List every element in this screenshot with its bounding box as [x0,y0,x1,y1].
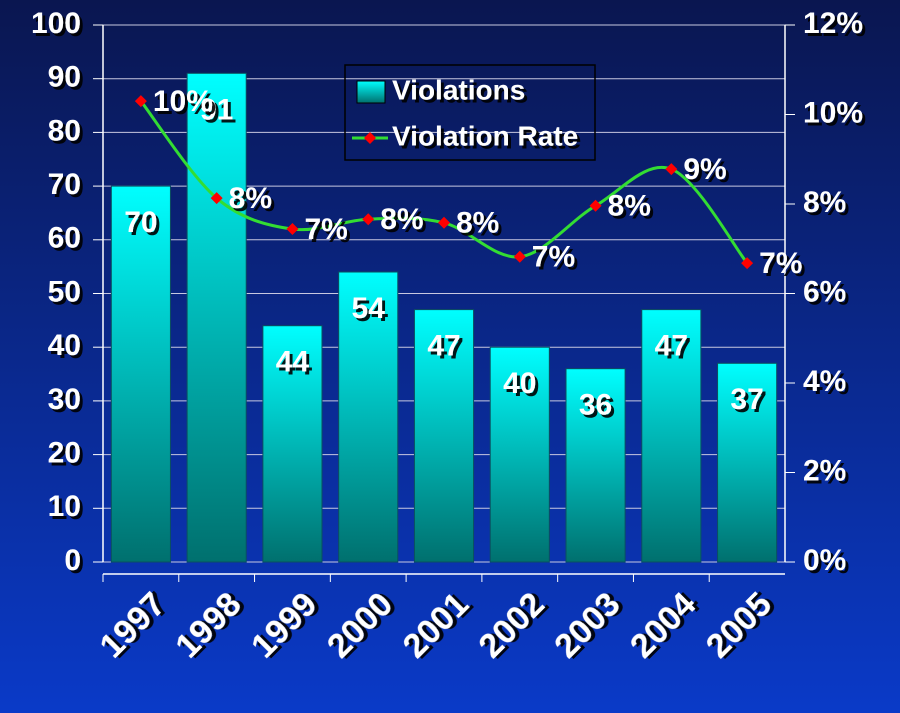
bar-value-label: 44 [276,346,310,379]
bar [717,362,778,563]
rate-value-label: 8% [380,203,423,236]
rate-marker [741,257,754,270]
y-tick-label: 70 [48,168,81,201]
y2-tick-label: 10% [803,96,863,129]
bar-value-label: 47 [427,330,460,363]
bar-value-label: 91 [200,93,233,126]
legend-label: Violations [392,74,525,105]
rate-value-label: 9% [683,153,726,186]
rate-marker [286,223,299,236]
y-tick-label: 50 [48,275,81,308]
bar [186,72,247,563]
bar [262,325,323,563]
bar-value-label: 70 [124,206,157,239]
legend-label: Violation Rate [392,120,578,151]
y-tick-label: 100 [31,7,81,40]
rate-value-label: 8% [456,207,499,240]
rate-marker [210,192,223,205]
y2-tick-label: 0% [803,544,846,577]
rate-value-label: 8% [229,182,272,215]
rate-value-label: 8% [608,190,651,223]
rate-marker [362,213,375,226]
rate-value-label: 7% [304,213,347,246]
bar-value-label: 36 [579,389,612,422]
bar [110,185,171,563]
bar-value-label: 37 [730,383,763,416]
y-tick-label: 0 [64,544,81,577]
bar-value-label: 54 [352,292,386,325]
legend-box [344,64,596,161]
rate-marker [665,163,678,176]
y-tick-label: 20 [48,437,81,470]
y-tick-label: 40 [48,329,81,362]
bar-value-label: 40 [503,367,536,400]
rate-marker [438,216,450,229]
y-tick-label: 60 [48,222,81,255]
rate-marker [589,199,602,212]
legend-marker [364,132,376,144]
bar [489,346,550,563]
y2-tick-label: 4% [803,365,846,398]
y-tick-label: 30 [48,383,81,416]
legend-swatch [356,80,386,104]
rate-marker [513,250,526,263]
rate-marker [134,95,147,108]
rate-value-label: 10% [153,85,213,118]
bar [413,309,475,563]
rate-value-label: 7% [759,247,802,280]
y-tick-label: 80 [48,114,81,147]
bar [565,368,626,563]
y2-tick-label: 2% [803,454,846,487]
y-tick-label: 10 [48,490,81,523]
y-tick-label: 90 [48,61,81,94]
bar [338,271,399,563]
y2-tick-label: 8% [803,186,846,219]
y2-tick-label: 6% [803,275,846,308]
y2-tick-label: 12% [803,7,863,40]
rate-value-label: 7% [532,241,575,274]
bar [641,309,702,563]
bar-value-label: 47 [655,330,688,363]
